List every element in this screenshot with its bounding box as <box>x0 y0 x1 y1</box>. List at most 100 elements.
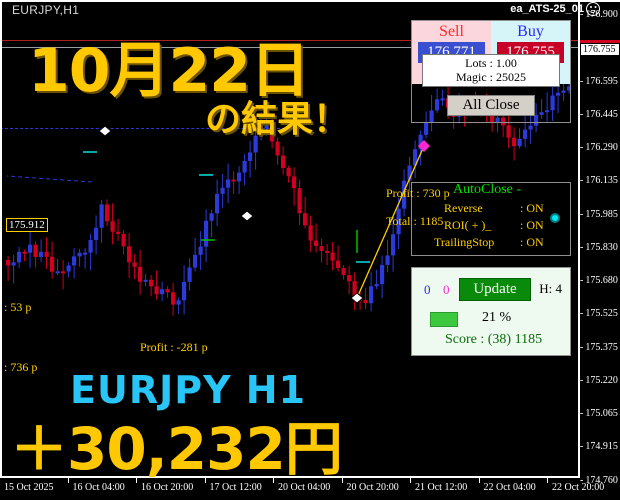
candle-body <box>154 286 159 295</box>
time-tick: 17 Oct 12:00 <box>209 482 262 493</box>
candle-body <box>33 244 38 257</box>
headline-date-text: 10月22日 <box>28 36 310 106</box>
autoclose-row-roi-value[interactable]: : ON <box>520 218 544 232</box>
candle-body <box>231 179 236 182</box>
time-tick: 21 Oct 12:00 <box>415 482 468 493</box>
candle-body <box>132 262 137 267</box>
lots-value-label: Lots : 1.00 <box>465 56 517 70</box>
time-axis: 15 Oct 2025 16 Oct 04:00 16 Oct 20:00 17 Oc… <box>0 478 620 500</box>
time-tick: 22 Oct 04:00 <box>483 482 536 493</box>
score-label: Score : (38) 1185 <box>445 332 543 347</box>
candle-body <box>94 227 99 240</box>
candle-body <box>77 252 82 257</box>
left-price-box: 175.912 <box>6 218 48 232</box>
candle-body <box>22 251 27 254</box>
candle-body <box>165 289 170 293</box>
price-tick: -176.595 <box>580 75 618 87</box>
candle-body <box>248 152 253 161</box>
candle-body <box>506 125 511 138</box>
ea-name-label: ea_ATS-25_01 <box>510 3 584 15</box>
candle-body <box>39 251 44 257</box>
candle-body <box>116 231 121 234</box>
candle-body <box>72 256 77 266</box>
time-axis-separator <box>67 478 69 483</box>
all-close-row: All Close <box>412 89 570 122</box>
price-tick: -176.900 <box>580 9 618 20</box>
candle-body <box>28 244 33 253</box>
price-tick: -174.760 <box>580 474 618 486</box>
time-tick: 20 Oct 20:00 <box>346 482 399 493</box>
candle-body <box>198 246 203 255</box>
candle-body <box>171 292 176 305</box>
candle-body <box>363 299 368 304</box>
chart-symbol-title: EURJPY,H1 <box>12 3 80 17</box>
price-line-red <box>0 40 620 41</box>
time-tick: 16 Oct 04:00 <box>72 482 125 493</box>
label-pips-736: : 736 p <box>4 360 38 374</box>
headline-subtitle-text: の結果！ <box>205 99 350 140</box>
candle-body <box>242 160 247 173</box>
all-close-button[interactable]: All Close <box>447 95 535 116</box>
time-axis-separator <box>410 478 411 483</box>
time-axis-separator <box>341 478 343 483</box>
candle-body <box>121 233 126 247</box>
candle-body <box>281 155 286 169</box>
lots-magic-info-box: Lots : 1.00 Magic : 25025 <box>422 54 560 87</box>
autoclose-row-roi-label: ROI( + )_ <box>444 218 492 232</box>
candle-body <box>237 172 242 182</box>
candle-body <box>391 234 396 256</box>
price-tick: -176.290 <box>580 142 618 153</box>
magic-value-label: Magic : 25025 <box>456 70 526 84</box>
candle-body <box>99 204 104 228</box>
candle-body <box>66 265 71 272</box>
price-line-dashed-blue <box>0 128 300 129</box>
candle-body <box>352 281 357 299</box>
percent-label: 21 % <box>482 310 512 325</box>
candle-body <box>528 125 533 130</box>
candle-body <box>176 300 181 305</box>
chart-frame-bottom <box>0 476 580 478</box>
candle-body <box>314 240 319 247</box>
candle-body <box>193 254 198 268</box>
price-tick: -175.680 <box>580 275 618 286</box>
price-tick: -175.525 <box>580 308 618 320</box>
chart-frame-right <box>578 0 580 478</box>
candle-body <box>336 260 341 269</box>
candle-body <box>44 251 49 257</box>
autoclose-row-reverse-value[interactable]: : ON <box>520 201 544 215</box>
candle-body <box>88 239 93 253</box>
candle-body <box>424 122 429 135</box>
candle-body <box>374 284 379 287</box>
candle-body <box>50 256 55 272</box>
autoclose-row-trailing-value[interactable]: : ON <box>520 235 544 249</box>
price-tick: -174.915 <box>580 441 618 453</box>
trade-entry-arrow <box>350 292 364 304</box>
candle-body <box>226 179 231 188</box>
footer-pair-text: EURJPY H1 <box>70 368 307 412</box>
price-tick: -175.220 <box>580 374 618 386</box>
time-axis-separator <box>478 478 480 483</box>
label-profit-negative: Profit : -281 p <box>140 340 208 354</box>
candle-body <box>286 168 291 177</box>
time-axis-separator <box>547 478 548 483</box>
candle-body <box>275 141 280 156</box>
candle-body <box>319 246 324 251</box>
candle-body <box>182 281 187 301</box>
sell-title: Sell <box>439 23 464 40</box>
candle-body <box>330 252 335 261</box>
candle-body <box>512 137 517 147</box>
candle-body <box>369 286 374 304</box>
candle-body <box>215 193 220 214</box>
smiley-face-icon <box>586 2 600 16</box>
candle-body <box>347 275 352 282</box>
candle-body <box>105 204 110 222</box>
buy-title: Buy <box>517 23 544 40</box>
hours-label: H: 4 <box>539 281 562 296</box>
price-tick: -175.985 <box>580 208 618 220</box>
candle-body <box>55 271 60 274</box>
candle-body <box>292 176 297 189</box>
label-profit-730: Profit : 730 p <box>386 186 450 200</box>
trade-exit-marker <box>418 140 430 152</box>
update-button[interactable]: Update <box>459 278 531 301</box>
